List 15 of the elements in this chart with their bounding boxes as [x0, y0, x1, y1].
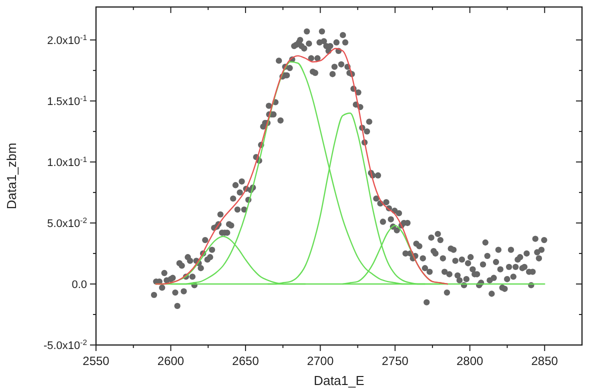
x-tick-label: 2600	[157, 354, 184, 368]
x-tick-label: 2650	[232, 354, 260, 368]
y-tick-label: 0.0	[72, 278, 87, 291]
y-tick-label: 2.0x10$^{-1}$	[47, 32, 87, 47]
x-tick-label: 2700	[306, 354, 334, 368]
y-tick-label: 5.0x10$^{-2}$	[47, 215, 87, 230]
x-tick-label: 2750	[382, 354, 409, 368]
y-axis-title: Data1_zbm	[4, 142, 19, 210]
y-tick-label: 1.0x10$^{-1}$	[47, 154, 87, 169]
y-tick-label: 1.5x10$^{-1}$	[47, 93, 87, 108]
x-tick-label: 2850	[531, 354, 558, 368]
x-tick-label: 2550	[82, 354, 110, 368]
x-tick-label: 2800	[456, 354, 484, 368]
y-tick-label: -5.0x10$^{-2}$	[43, 338, 87, 352]
x-axis-title: Data1_E	[314, 373, 365, 388]
